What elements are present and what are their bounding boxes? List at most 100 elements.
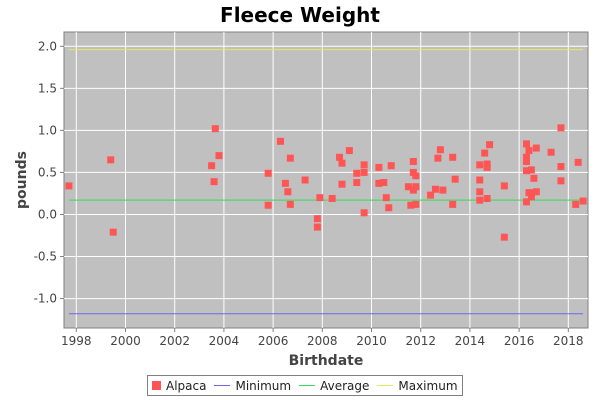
x-tick-label: 2018 [553,334,584,348]
data-point [483,195,491,202]
data-point [486,141,494,149]
legend-label-average: Average [320,378,370,393]
data-point [527,166,535,174]
data-point [382,194,390,202]
data-point [353,169,361,177]
data-point [412,200,420,208]
data-point [522,167,530,175]
x-tick-label: 2014 [455,334,486,348]
data-point [500,182,508,190]
data-point [385,204,393,212]
data-point [215,152,223,160]
legend-label-minimum: Minimum [235,378,292,393]
data-point [276,137,284,145]
data-point [375,179,383,187]
x-tick-label: 2010 [356,334,387,348]
x-tick-label: 2012 [405,334,436,348]
data-point [65,182,73,190]
data-point [409,158,417,165]
x-axis-label: Birthdate [289,353,364,369]
data-point [360,168,368,176]
legend-item-alpaca: Alpaca [152,379,206,393]
x-tick-label: 1998 [61,334,92,348]
x-tick-label: 2016 [504,334,535,348]
data-point [360,161,368,169]
data-point [574,158,582,166]
data-point [210,178,218,186]
legend-item-average: Average [299,379,369,393]
data-point [208,162,216,170]
data-point [557,163,565,171]
data-point [427,191,435,199]
data-point [338,159,346,167]
grid [64,32,588,328]
legend: Alpaca Minimum Average Maximum [147,375,463,396]
data-point [431,185,439,193]
x-tick-label: 2006 [258,334,289,348]
data-point [313,215,321,223]
data-point [476,161,484,169]
data-point [109,228,117,236]
data-point [107,156,115,164]
y-tick-label: 2.0 [38,39,57,53]
y-tick-label: 0.5 [38,165,57,179]
y-tick-label: -0.5 [34,250,57,264]
data-point [284,188,292,196]
data-point [387,162,395,170]
data-point [316,194,324,202]
data-point [557,177,565,185]
y-tick-label: 0.0 [38,207,57,221]
data-point [527,193,535,201]
data-point [380,179,388,187]
data-point [439,186,447,194]
data-point [532,144,540,152]
data-point [281,179,289,187]
data-point [476,176,484,184]
data-point [481,149,489,157]
x-tick-label: 2004 [209,334,240,348]
legend-item-maximum: Maximum [377,378,458,393]
data-point [301,176,309,184]
legend-swatch-maximum [377,385,394,386]
data-point [522,153,530,161]
legend-label-maximum: Maximum [398,378,458,393]
data-point [286,200,294,208]
data-point [286,154,294,162]
data-point [264,169,272,177]
data-point [345,147,353,155]
data-point [525,147,533,155]
data-point [579,197,587,205]
data-point [338,180,346,188]
data-point [483,163,491,171]
chart-title: Fleece Weight [220,3,380,27]
data-point [336,153,344,161]
data-point [449,153,457,161]
legend-item-minimum: Minimum [214,379,291,393]
data-point [530,174,538,182]
data-point [412,183,420,191]
data-point [407,201,415,209]
x-tick-label: 2002 [159,334,190,348]
data-point [404,183,412,191]
data-point [451,175,459,183]
data-point [328,195,336,202]
data-point [476,196,484,204]
data-point [572,200,580,208]
data-point [547,148,555,156]
legend-swatch-alpaca [152,381,161,390]
data-point [522,140,530,148]
y-tick-label: 1.0 [38,123,57,137]
data-point [557,124,565,132]
data-point [353,179,361,187]
data-point [412,172,420,180]
reference-lines [68,49,584,315]
data-point [532,188,540,196]
data-point [449,200,457,208]
data-point [211,125,219,133]
data-point [264,201,272,209]
data-point [522,198,530,206]
x-tick-label: 2000 [110,334,141,348]
legend-swatch-average [299,385,316,386]
x-axis-ticks: 1998 2000 2002 2004 2006 2008 2010 2012 2014 2016… [61,328,584,348]
